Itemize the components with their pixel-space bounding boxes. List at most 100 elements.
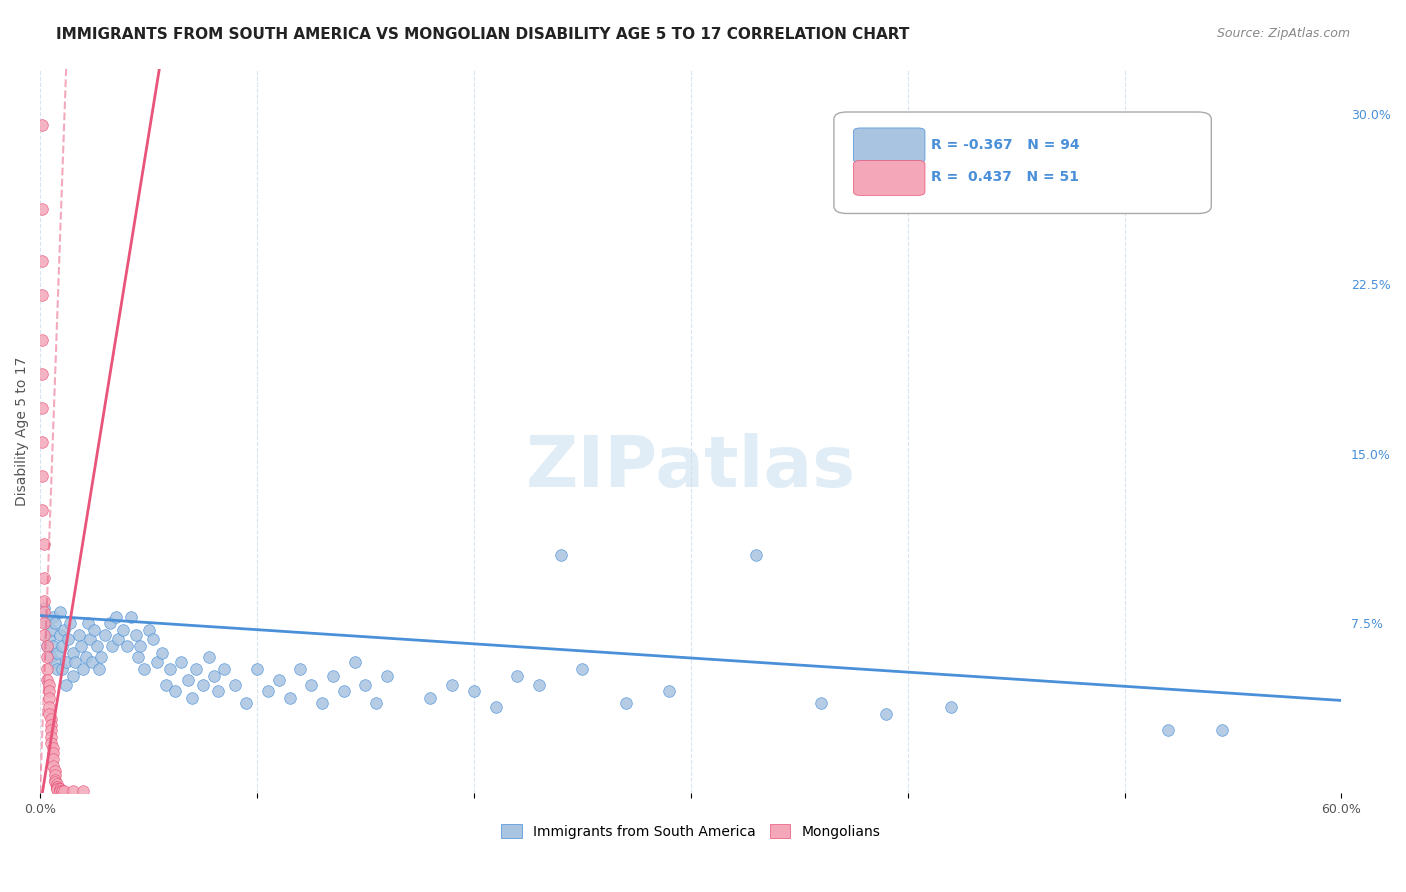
Point [39,730,62,744]
Point [44,764,66,778]
Point [375,668,398,682]
Point [62,646,84,660]
Point [332,684,354,698]
Point [115,639,138,653]
Point [31,118,53,132]
Point [46,646,69,660]
Point [170,655,193,669]
Point [52,624,75,638]
Point [42,759,65,773]
Point [44,772,66,787]
Point [72,662,94,676]
Point [31,469,53,483]
Point [354,677,377,691]
Point [34,600,56,615]
Point [59,616,82,631]
Point [31,368,53,382]
Point [48,784,70,798]
Point [290,662,312,676]
Point [34,616,56,631]
Point [550,549,572,563]
Text: R = -0.367   N = 94: R = -0.367 N = 94 [932,137,1080,152]
Point [224,677,246,691]
Point [34,594,56,608]
Point [38,677,60,691]
Point [939,700,962,714]
Point [67,628,90,642]
Point [343,655,366,669]
Point [142,632,165,647]
Point [181,691,204,706]
Point [463,684,485,698]
Point [127,650,149,665]
Point [35,616,58,631]
Point [322,668,344,682]
Point [150,646,173,660]
Point [79,632,101,647]
Point [134,662,156,676]
Point [128,639,150,653]
Point [87,662,110,676]
Point [58,632,80,647]
Text: IMMIGRANTS FROM SOUTH AMERICA VS MONGOLIAN DISABILITY AGE 5 TO 17 CORRELATION CH: IMMIGRANTS FROM SOUTH AMERICA VS MONGOLI… [56,27,910,42]
Point [51,662,73,676]
Point [256,684,278,698]
Point [46,781,69,796]
Point [76,616,98,631]
Point [107,632,129,647]
Point [571,662,593,676]
Point [658,684,681,698]
Point [51,639,73,653]
Y-axis label: Disability Age 5 to 17: Disability Age 5 to 17 [15,356,30,506]
Point [120,609,142,624]
Point [38,700,60,714]
Point [51,784,73,798]
Point [159,662,181,676]
Point [62,668,84,682]
Point [506,668,529,682]
Point [38,684,60,698]
Point [35,639,58,653]
Point [42,746,65,760]
Point [48,781,70,796]
Point [55,655,77,669]
FancyBboxPatch shape [853,161,925,195]
Point [745,549,768,563]
Point [214,662,236,676]
Point [48,781,70,796]
Point [810,696,832,710]
Point [46,662,69,676]
Point [191,677,214,691]
Point [100,639,122,653]
Point [34,537,56,551]
Point [86,639,108,653]
Point [34,628,56,642]
Text: ZIPatlas: ZIPatlas [526,433,856,501]
Point [39,650,62,665]
Point [163,684,186,698]
Point [39,737,62,751]
Point [299,677,322,691]
Point [1211,723,1233,737]
Point [42,752,65,766]
Text: Source: ZipAtlas.com: Source: ZipAtlas.com [1216,27,1350,40]
Point [83,624,105,638]
Point [52,784,75,798]
Point [46,780,69,794]
Text: R =  0.437   N = 51: R = 0.437 N = 51 [932,170,1080,185]
Point [90,650,112,665]
Point [311,696,333,710]
Point [207,684,229,698]
Point [42,741,65,756]
Point [44,775,66,789]
Point [75,650,97,665]
Point [441,677,464,691]
Point [138,624,160,638]
Point [72,784,94,798]
Point [38,691,60,706]
Point [62,784,84,798]
FancyBboxPatch shape [834,112,1212,213]
Point [35,650,58,665]
Point [46,781,69,796]
Point [51,784,73,798]
